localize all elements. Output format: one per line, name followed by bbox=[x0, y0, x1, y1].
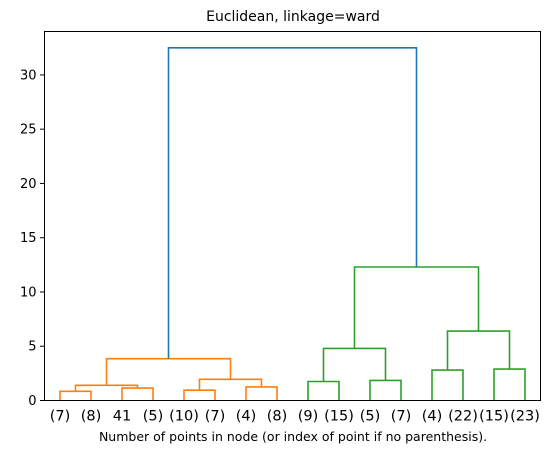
leaf-label: (7) bbox=[391, 409, 412, 425]
x-axis-label: Number of points in node (or index of po… bbox=[99, 429, 487, 444]
y-tick-label: 25 bbox=[20, 123, 37, 138]
leaf-label: (9) bbox=[298, 409, 319, 425]
dendrogram-link-13 bbox=[353, 266, 480, 349]
leaf-label: (7) bbox=[205, 409, 226, 425]
dendrogram-link-2 bbox=[183, 389, 216, 401]
dendrogram-link-3 bbox=[245, 386, 278, 401]
dendrogram-link-7 bbox=[493, 368, 526, 401]
y-tick-label: 20 bbox=[20, 177, 37, 192]
y-tick-label: 15 bbox=[20, 231, 37, 246]
dendrogram-link-11 bbox=[446, 330, 511, 371]
dendrogram-link-10 bbox=[322, 347, 387, 382]
x-axis-leaf-labels: (7) (8) 41 (5) (10) (7) (4) (8) (9) (15) (5) (7) (4)… bbox=[50, 409, 540, 425]
leaf-label: (4) bbox=[236, 409, 257, 425]
leaf-label: (10) bbox=[169, 409, 199, 425]
leaf-label: (8) bbox=[81, 409, 102, 425]
dendrogram-link-0 bbox=[59, 390, 92, 401]
dendrogram-link-8 bbox=[74, 384, 139, 392]
y-tick-label: 5 bbox=[28, 340, 36, 355]
dendrogram-link-4 bbox=[307, 380, 340, 401]
leaf-label: (15) bbox=[324, 409, 354, 425]
y-tick-label: 0 bbox=[28, 394, 36, 409]
leaf-label: (8) bbox=[267, 409, 288, 425]
dendrogram-link-14 bbox=[167, 46, 418, 359]
leaf-label: (5) bbox=[143, 409, 164, 425]
y-tick-label: 10 bbox=[20, 285, 37, 300]
dendrogram-link-1 bbox=[121, 387, 154, 401]
y-axis-ticks: 0 5 10 15 20 25 30 bbox=[20, 68, 45, 409]
leaf-label: (4) bbox=[422, 409, 443, 425]
chart-title: Euclidean, linkage=ward bbox=[206, 9, 380, 25]
leaf-label: 41 bbox=[113, 409, 131, 425]
plot-frame bbox=[44, 31, 541, 401]
dendrogram-link-12 bbox=[105, 357, 232, 386]
leaf-label: (7) bbox=[50, 409, 71, 425]
dendrogram-link-5 bbox=[369, 379, 402, 401]
leaf-label: (15) bbox=[479, 409, 509, 425]
y-tick-label: 30 bbox=[20, 68, 37, 83]
leaf-label: (23) bbox=[510, 409, 540, 425]
dendrogram-link-9 bbox=[198, 378, 263, 391]
dendrogram-links bbox=[59, 46, 526, 401]
leaf-label: (22) bbox=[448, 409, 478, 425]
dendrogram-link-6 bbox=[431, 369, 464, 401]
leaf-label: (5) bbox=[360, 409, 381, 425]
